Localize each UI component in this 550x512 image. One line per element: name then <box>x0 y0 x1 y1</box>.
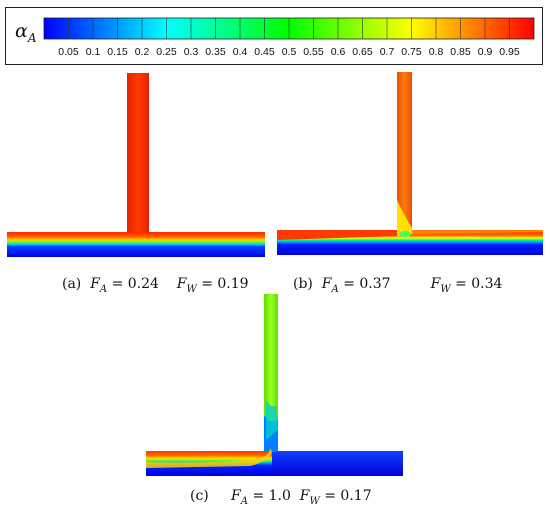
panel-a-tee <box>7 73 265 257</box>
colorbar-tick-label: 0.45 <box>254 46 275 58</box>
colorbar-tick-label: 0.65 <box>352 46 373 58</box>
colorbar-tick-label: 0.7 <box>380 46 395 58</box>
colorbar-tick-labels: 0.05 0.1 0.15 0.2 0.25 0.3 0.35 0.4 0.45 0.5 0.55 0… <box>58 46 520 58</box>
caption-b: (b) FA = 0.37 FW = 0.34 <box>293 276 503 295</box>
caption-a: (a) FA = 0.24 FW = 0.19 <box>62 276 249 295</box>
colorbar-tick-label: 0.6 <box>331 46 346 58</box>
colorbar-tick-label: 0.05 <box>58 46 79 58</box>
panel-b-horizontal-upper-band <box>277 230 397 240</box>
colorbar-tick-label: 0.2 <box>135 46 150 58</box>
panel-b-junction-mixing <box>397 200 412 237</box>
panel-b-tee <box>277 72 543 255</box>
panel-a-horizontal-pipe <box>7 232 265 257</box>
colorbar-tick-label: 0.75 <box>401 46 422 58</box>
colorbar-tick-label: 0.35 <box>205 46 226 58</box>
panel-c-branch-cyan <box>266 400 278 440</box>
panel-c-junction-curve <box>146 448 272 468</box>
colorbar-tick-label: 0.8 <box>429 46 444 58</box>
colorbar-tick-label: 0.4 <box>233 46 248 58</box>
colorbar-tick-label: 0.15 <box>107 46 128 58</box>
panel-a-vertical-branch <box>127 73 149 233</box>
colorbar-tick-label: 0.1 <box>86 46 101 58</box>
colorbar-tick-label: 0.85 <box>450 46 471 58</box>
colorbar-tick-label: 0.3 <box>184 46 199 58</box>
panel-b-vertical-branch <box>397 72 412 232</box>
colorbar-tick-label: 0.25 <box>156 46 177 58</box>
colorbar-tick-label: 0.95 <box>499 46 520 58</box>
colorbar-tick-label: 0.9 <box>478 46 493 58</box>
colorbar-tick-label: 0.5 <box>282 46 297 58</box>
panel-c-tee <box>146 294 403 476</box>
panel-c-horizontal-pipe-right <box>272 451 403 476</box>
panel-b-right-upper-band <box>412 230 543 234</box>
colorbar-dividers <box>68 18 510 39</box>
colorbar-tick-label: 0.55 <box>303 46 324 58</box>
caption-c: (c) FA = 1.0 FW = 0.17 <box>190 488 372 507</box>
alpha-a-symbol: αA <box>15 20 37 45</box>
panel-b-junction-green <box>399 231 411 237</box>
